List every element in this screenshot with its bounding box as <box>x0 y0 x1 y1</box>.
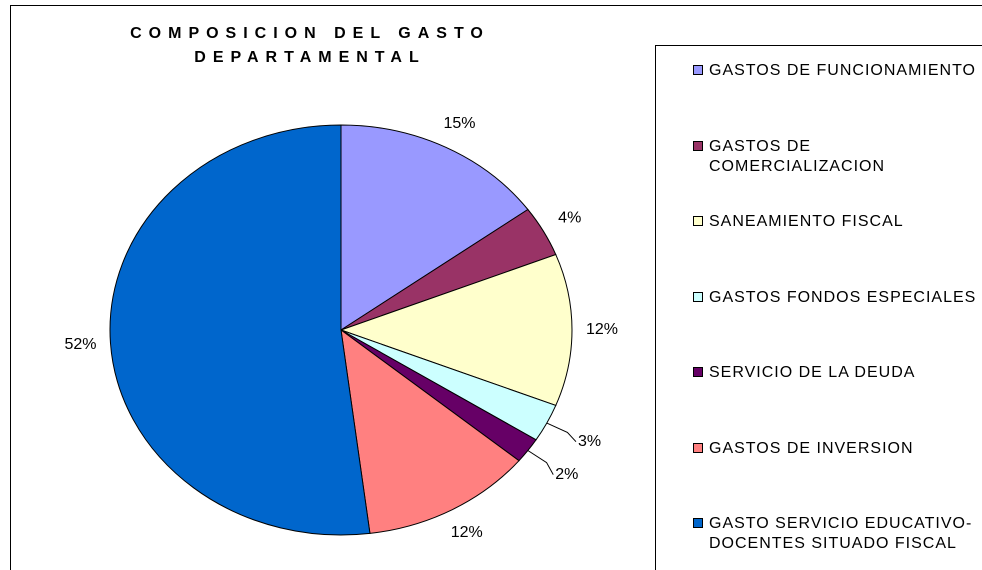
chart-frame <box>10 5 982 570</box>
pie-slice <box>109 124 371 536</box>
pie-slice <box>339 253 573 407</box>
legend: GASTOS DE FUNCIONAMIENTO GASTOS DE COMERC… <box>655 45 982 570</box>
legend-label: SANEAMIENTO FISCAL <box>709 213 904 230</box>
chart-title: COMPOSICION DEL GASTO DEPARTAMENTAL <box>130 25 490 66</box>
legend-item: GASTOS DE COMERCIALIZACION <box>693 137 982 177</box>
legend-item: GASTOS FONDOS ESPECIALES <box>693 288 982 308</box>
legend-label: SERVICIO DE LA DEUDA <box>709 364 916 381</box>
legend-label: GASTO SERVICIO EDUCATIVO-DOCENTES SITUAD… <box>709 515 973 552</box>
leader-line <box>527 450 554 475</box>
data-label: 2% <box>555 466 578 483</box>
legend-item: SANEAMIENTO FISCAL <box>693 212 982 232</box>
legend-swatch <box>693 442 703 453</box>
pie-slice <box>340 328 520 534</box>
legend-swatch <box>693 291 703 302</box>
legend-label: GASTOS DE INVERSION <box>709 439 914 457</box>
legend-swatch <box>693 216 703 226</box>
legend-swatch <box>693 140 703 151</box>
data-label: 4% <box>558 210 581 227</box>
legend-item: SERVICIO DE LA DEUDA <box>693 363 982 383</box>
data-label: 12% <box>586 321 618 338</box>
leader-line <box>546 422 577 443</box>
legend-item: GASTOS DE INVERSION <box>693 439 982 459</box>
legend-label: GASTOS DE FUNCIONAMIENTO <box>709 62 976 79</box>
legend-label: GASTOS FONDOS ESPECIALES <box>709 288 977 306</box>
data-label: 15% <box>443 115 475 132</box>
legend-swatch <box>693 367 703 377</box>
legend-swatch <box>693 65 703 75</box>
legend-label: GASTOS DE COMERCIALIZACION <box>709 137 886 175</box>
legend-item: GASTOS DE FUNCIONAMIENTO <box>693 61 982 81</box>
legend-item: GASTO SERVICIO EDUCATIVO-DOCENTES SITUAD… <box>693 514 982 554</box>
data-label: 52% <box>64 336 96 353</box>
legend-swatch <box>693 518 703 528</box>
pie-slice <box>340 124 529 331</box>
data-label: 12% <box>451 524 483 541</box>
data-label: 3% <box>578 433 601 450</box>
